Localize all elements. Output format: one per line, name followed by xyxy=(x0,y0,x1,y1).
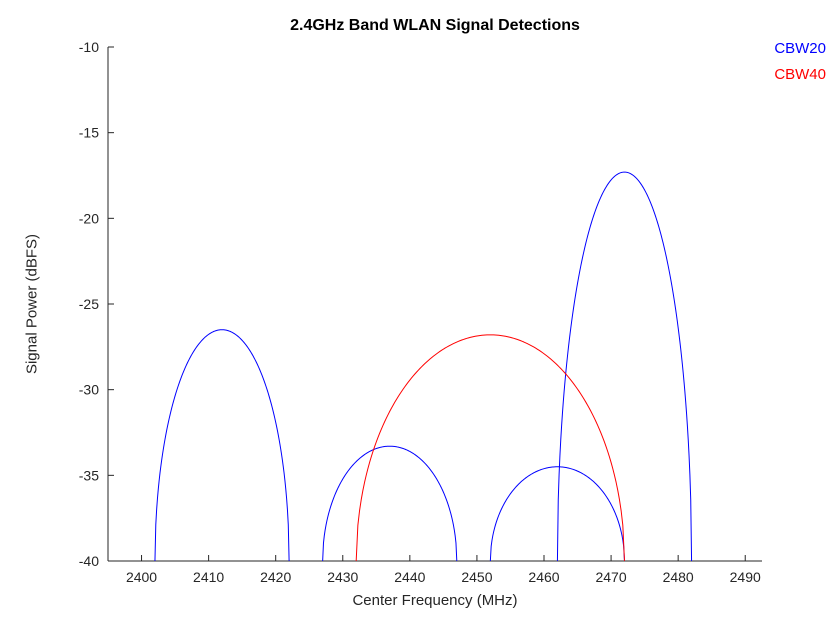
chart-title: 2.4GHz Band WLAN Signal Detections xyxy=(290,17,580,34)
y-tick-label: -15 xyxy=(79,125,99,141)
x-tick-label: 2450 xyxy=(461,569,492,585)
x-tick-label: 2470 xyxy=(595,569,626,585)
signal-curve-cbw40-2452 xyxy=(355,334,625,562)
y-tick-label: -25 xyxy=(79,296,99,312)
x-tick-label: 2480 xyxy=(663,569,694,585)
signal-curve-cbw20-2437 xyxy=(322,445,458,562)
legend-entry-cbw40: CBW40 xyxy=(774,66,826,83)
y-axis-label: Signal Power (dBFS) xyxy=(23,233,41,375)
legend-entry-cbw20: CBW20 xyxy=(774,40,826,57)
y-tick-label: -20 xyxy=(79,210,99,226)
y-tick-label: -40 xyxy=(79,553,99,569)
x-tick-label: 2440 xyxy=(394,569,425,585)
x-tick-label: 2460 xyxy=(528,569,559,585)
signal-curve-cbw20-2462 xyxy=(489,466,625,562)
x-tick-label: 2490 xyxy=(730,569,761,585)
x-axis-label: Center Frequency (MHz) xyxy=(352,592,518,609)
x-tick-label: 2430 xyxy=(327,569,358,585)
y-tick-label: -10 xyxy=(79,39,99,55)
signal-curve-cbw20-2472 xyxy=(556,171,693,562)
legend: CBW20 CBW40 xyxy=(774,36,826,88)
x-tick-label: 2420 xyxy=(260,569,291,585)
y-tick-label: -30 xyxy=(79,382,99,398)
x-tick-label: 2400 xyxy=(126,569,157,585)
x-tick-label: 2410 xyxy=(193,569,224,585)
y-tick-label: -35 xyxy=(79,467,99,483)
signal-curve-cbw20-2412 xyxy=(154,329,290,562)
